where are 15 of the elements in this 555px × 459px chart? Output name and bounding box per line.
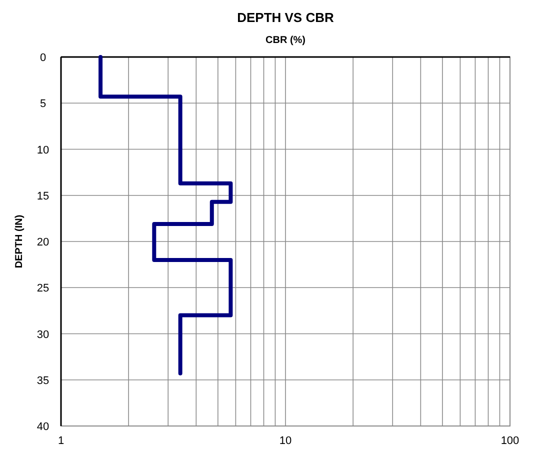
chart-title: DEPTH VS CBR (237, 10, 334, 25)
y-tick-label: 30 (36, 328, 50, 341)
y-tick-label: 20 (36, 236, 50, 248)
x-tick-label: 1 (58, 435, 64, 447)
x-axis-title: CBR (%) (266, 35, 306, 46)
x-tick-label: 10 (279, 435, 292, 447)
y-axis-title: DEPTH (IN) (14, 214, 25, 268)
y-tick-label: 25 (36, 282, 50, 295)
y-tick-label: 0 (40, 52, 46, 64)
x-tick-label: 100 (500, 435, 520, 447)
y-tick-label: 40 (36, 421, 50, 433)
y-tick-label: 5 (40, 98, 46, 110)
y-tick-label: 35 (36, 374, 50, 387)
y-tick-label: 10 (36, 144, 50, 156)
y-tick-label: 15 (36, 190, 50, 202)
